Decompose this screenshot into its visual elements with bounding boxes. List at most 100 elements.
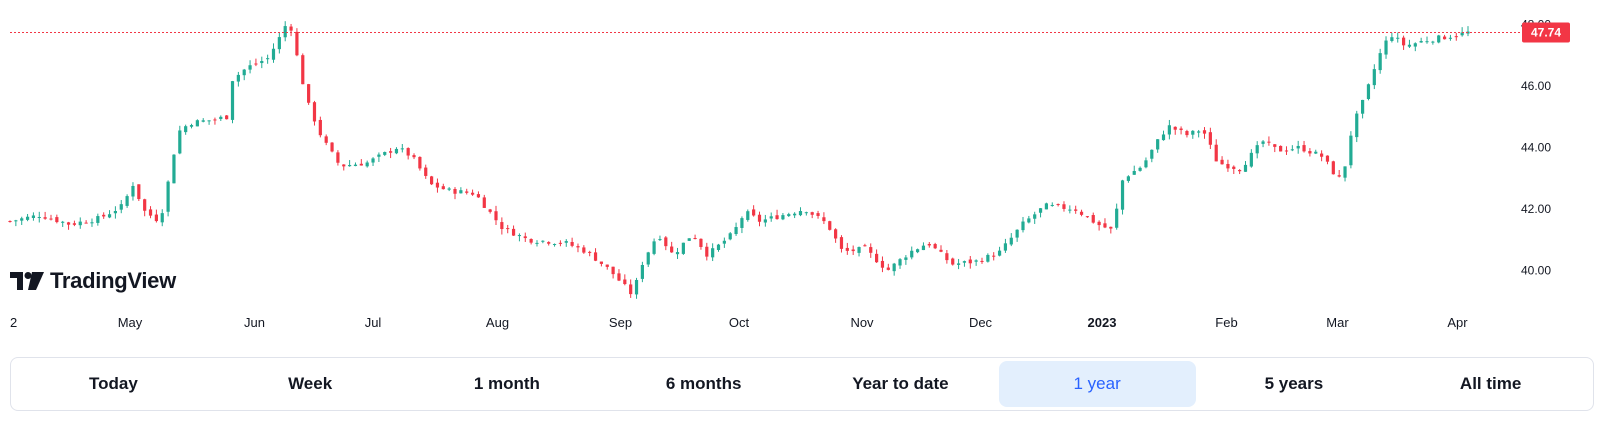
range-5-years-button[interactable]: 5 years (1196, 361, 1393, 407)
candle (365, 160, 369, 168)
candle-body (529, 238, 533, 243)
candle-body (1232, 166, 1236, 169)
candle (558, 240, 563, 247)
candle (465, 188, 469, 195)
candle (927, 242, 931, 248)
time-tick-label: 2023 (1088, 315, 1117, 330)
candle (72, 220, 77, 227)
candle (652, 238, 656, 256)
time-tick-label: Jun (244, 315, 265, 330)
candle (962, 260, 967, 267)
range-1-year-button[interactable]: 1 year (998, 361, 1196, 407)
candle-body (681, 242, 685, 254)
candle (1232, 165, 1236, 174)
range-today-button[interactable]: Today (15, 361, 212, 407)
candle-body (828, 221, 832, 230)
candle (1144, 157, 1148, 169)
range-week-button[interactable]: Week (212, 361, 409, 407)
candle-body (588, 251, 592, 253)
candle-body (1079, 211, 1084, 215)
candle-body (8, 220, 12, 222)
candle (933, 242, 937, 250)
candle-body (675, 252, 680, 255)
candle-body (406, 148, 410, 156)
candle (400, 143, 404, 153)
time-tick-label: Mar (1326, 315, 1349, 330)
candle (31, 212, 36, 221)
candle-body (611, 266, 615, 275)
candle-body (547, 242, 551, 244)
range-ytd-button[interactable]: Year to date (802, 361, 999, 407)
candle-body (84, 222, 88, 224)
candle (90, 218, 94, 227)
candle-body (1038, 208, 1043, 213)
candle-body (810, 212, 814, 215)
candle (137, 184, 141, 202)
candle-body (1337, 175, 1341, 177)
candle-body (1396, 37, 1400, 39)
candle (588, 250, 592, 257)
candle-body (66, 222, 71, 225)
last-price-label: 47.74 (1531, 25, 1561, 39)
candle-body (1390, 37, 1394, 41)
time-tick-label: Dec (969, 315, 993, 330)
candle (172, 154, 176, 184)
candle (880, 256, 885, 273)
candle (547, 241, 551, 246)
candle (1238, 169, 1242, 175)
candle (974, 259, 978, 266)
candle (61, 220, 65, 227)
candle-body (664, 237, 668, 247)
candle (775, 209, 779, 220)
candle-body (318, 119, 322, 136)
candle-body (787, 214, 791, 217)
candle (482, 194, 486, 208)
candle (336, 150, 340, 166)
candle-body (148, 209, 153, 216)
candle (66, 221, 71, 230)
candle (125, 194, 129, 208)
candle (1074, 205, 1078, 214)
candle-body (1366, 84, 1371, 100)
candle (1126, 175, 1130, 183)
candle-body (605, 264, 609, 267)
candle-body (1056, 204, 1060, 206)
tradingview-logo[interactable]: TradingView (10, 268, 176, 294)
candle-body (1068, 209, 1072, 211)
candle-body (1085, 216, 1089, 218)
candle-body (1308, 151, 1312, 154)
candle (242, 68, 246, 81)
range-6-months-label: 6 months (665, 374, 742, 393)
candle-body (1179, 128, 1183, 131)
candle (494, 205, 498, 226)
candle-body (974, 260, 978, 262)
candle-body (980, 260, 984, 262)
candle (681, 242, 685, 255)
candle-body (1033, 214, 1037, 219)
candle-body (921, 245, 926, 251)
range-1-month-button[interactable]: 1 month (409, 361, 606, 407)
candle-body (1097, 221, 1101, 226)
range-all-time-button[interactable]: All time (1392, 361, 1589, 407)
tradingview-logo-icon (10, 272, 44, 290)
candle (699, 238, 703, 250)
range-6-months-button[interactable]: 6 months (605, 361, 802, 407)
candle (1079, 209, 1084, 217)
candle-body (951, 258, 955, 265)
candle-body (617, 273, 621, 281)
candle-body (939, 249, 943, 252)
candle (746, 209, 750, 222)
candle (1208, 127, 1212, 150)
candle (1097, 220, 1101, 231)
candle-body (14, 220, 18, 222)
candle (1068, 205, 1072, 214)
candle (1003, 238, 1008, 253)
candle-body (78, 221, 82, 226)
candle-body (576, 246, 580, 248)
candle (160, 209, 164, 227)
candle (8, 220, 12, 223)
candle (1431, 40, 1435, 45)
candle-body (886, 267, 890, 270)
candle-body (225, 115, 229, 120)
